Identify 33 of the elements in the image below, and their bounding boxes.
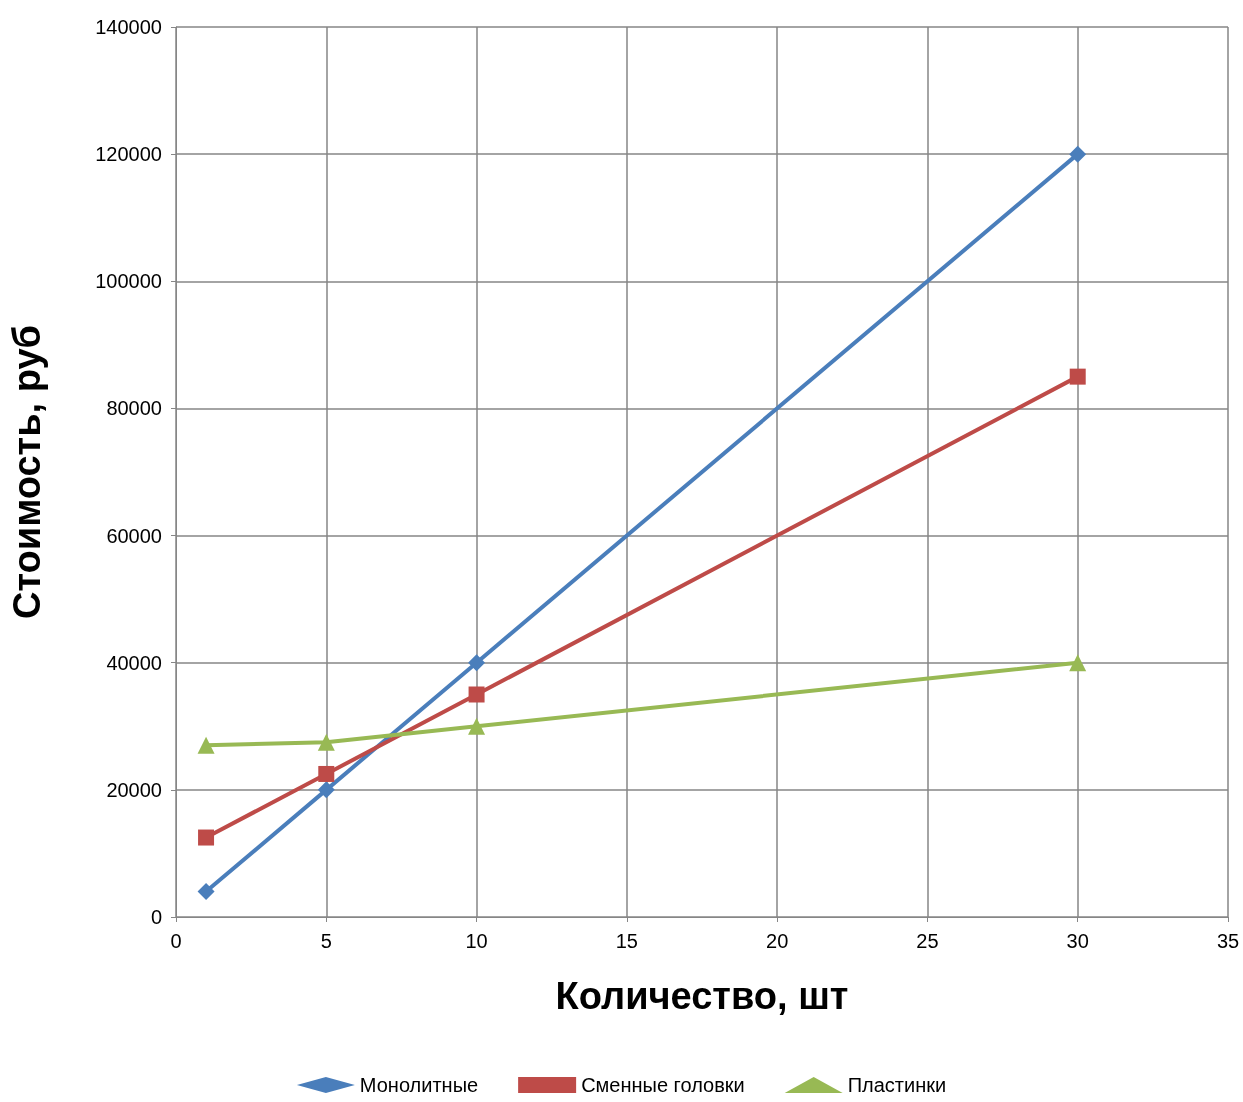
point xyxy=(1069,368,1086,385)
point xyxy=(468,686,485,703)
x-tick-label: 5 xyxy=(320,930,332,952)
legend-label: Сменные головки xyxy=(581,1074,745,1096)
point xyxy=(468,717,486,735)
point xyxy=(1069,654,1087,672)
point xyxy=(197,883,215,901)
x-tick-label: 0 xyxy=(170,930,182,952)
y-tick-label: 140000 xyxy=(95,16,162,38)
y-axis-title: Стоимость, руб xyxy=(6,325,48,619)
point xyxy=(317,733,335,751)
y-tick-label: 120000 xyxy=(95,143,162,166)
x-tick-label: 20 xyxy=(766,930,789,952)
x-tick-label: 15 xyxy=(615,930,638,952)
point xyxy=(197,736,215,754)
y-tick-label: 80000 xyxy=(106,397,162,420)
x-tick-label: 35 xyxy=(1216,930,1240,952)
point xyxy=(1069,145,1087,163)
point xyxy=(468,654,486,672)
y-tick-label: 0 xyxy=(150,906,162,928)
y-tick-label: 60000 xyxy=(106,524,162,547)
legend-label: Пластинки xyxy=(847,1074,947,1096)
point xyxy=(318,765,335,782)
y-tick-label: 40000 xyxy=(106,651,162,674)
y-tick-label: 20000 xyxy=(106,778,162,801)
x-tick-label: 25 xyxy=(916,930,939,952)
legend-label: Монолитные xyxy=(359,1074,479,1096)
x-tick-label: 30 xyxy=(1066,930,1089,952)
y-tick-label: 100000 xyxy=(95,270,162,293)
point xyxy=(317,781,335,799)
point xyxy=(198,829,215,846)
x-axis-title: Количество, шт xyxy=(555,975,849,1017)
x-tick-label: 10 xyxy=(465,930,488,952)
